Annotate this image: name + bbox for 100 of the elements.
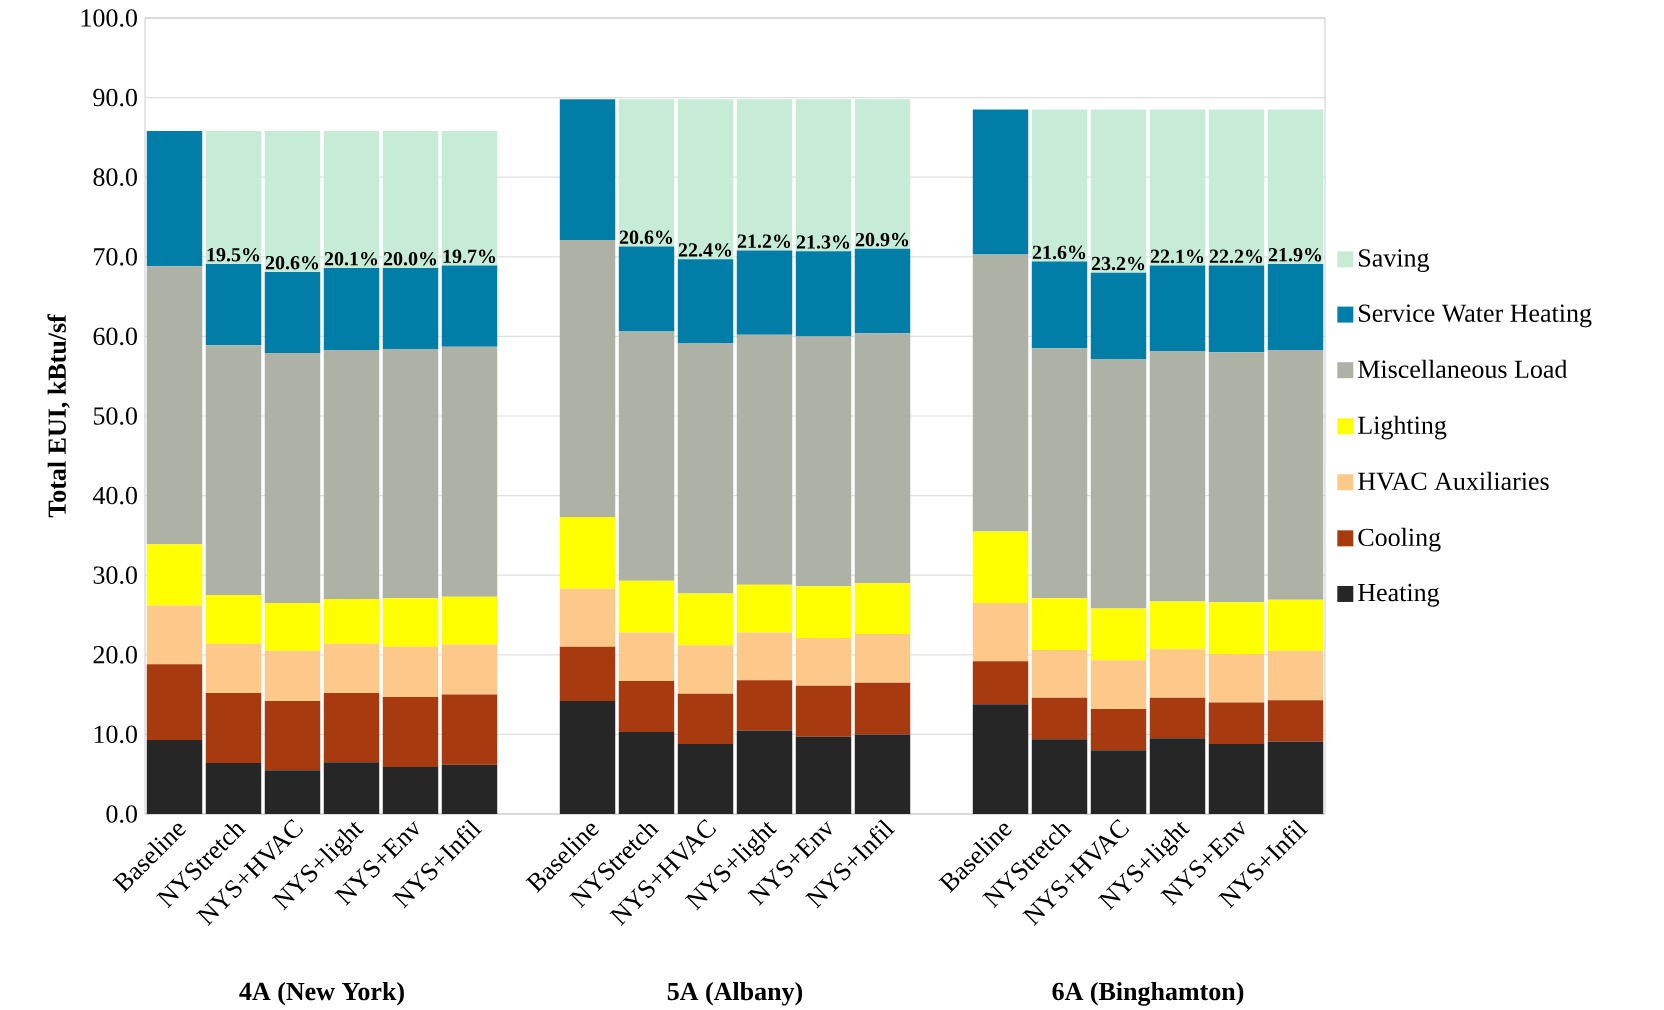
bar: [559, 240, 616, 518]
bar: [146, 544, 203, 606]
annotation: 19.5%: [207, 247, 260, 262]
bar: [677, 693, 734, 744]
bar: [1267, 650, 1324, 701]
bar: [795, 685, 852, 737]
bar: [1208, 743, 1265, 814]
bar: [1149, 265, 1206, 352]
bar: [677, 259, 734, 344]
y-tick-label: 30.0: [93, 566, 137, 585]
bar: [677, 99, 734, 260]
bar: [1208, 352, 1265, 603]
y-tick-label: 0.0: [106, 805, 137, 823]
bar: [1208, 109, 1265, 266]
y-tick-label: 40.0: [92, 486, 137, 505]
bar: [854, 634, 911, 683]
bar: [618, 331, 675, 581]
bar: [1208, 653, 1265, 703]
bar: [146, 739, 203, 814]
annotation: 20.9%: [855, 232, 909, 247]
bar: [1149, 738, 1206, 814]
y-tick-label: 100.0: [81, 9, 137, 27]
legend-label: Miscellaneous Load: [1358, 359, 1568, 378]
annotation: 21.3%: [796, 235, 850, 249]
bar: [441, 131, 498, 266]
annotation: 23.2%: [1091, 256, 1145, 271]
bar: [972, 531, 1029, 604]
bar: [677, 743, 734, 814]
text: 6A (Binghamton): [1052, 981, 1244, 1006]
bar: [1031, 348, 1088, 599]
bar: [795, 586, 852, 639]
bar: [736, 632, 793, 681]
bar: [205, 263, 262, 346]
legend-label: Saving: [1359, 249, 1430, 273]
bar: [677, 645, 734, 694]
y-tick-label: 50.0: [93, 407, 137, 425]
bar: [323, 762, 380, 814]
text: 5A (Albany): [667, 981, 803, 1006]
bar: [1267, 349, 1324, 600]
annotation: 21.9%: [1268, 247, 1322, 262]
bar: [1149, 697, 1206, 739]
bar: [205, 131, 262, 264]
annotation: 20.6%: [265, 255, 319, 270]
bar: [323, 267, 380, 350]
bar: [854, 734, 911, 814]
bar: [854, 248, 911, 334]
bar: [1090, 109, 1147, 273]
bar: [205, 345, 262, 596]
bar: [205, 595, 262, 644]
bar: [1090, 708, 1147, 751]
bar: [854, 333, 911, 584]
annotation: 19.7%: [443, 249, 496, 264]
bar: [795, 336, 852, 587]
bar: [382, 131, 439, 268]
bar: [264, 131, 321, 272]
bar: [146, 605, 203, 665]
legend-label: Lighting: [1358, 415, 1447, 440]
bar: [1031, 650, 1088, 698]
bar: [618, 580, 675, 633]
bar: [264, 700, 321, 771]
bar: [441, 644, 498, 695]
bar: [323, 131, 380, 268]
bar: [1090, 660, 1147, 709]
y-axis-title: Total EUI, kBtu/sf: [47, 314, 70, 518]
bar: [441, 764, 498, 814]
bar: [1149, 351, 1206, 602]
bar: [441, 596, 498, 645]
bar: [323, 599, 380, 644]
bar: [1267, 109, 1324, 264]
bar: [559, 517, 616, 589]
bar: [264, 603, 321, 651]
bar: [1031, 261, 1088, 349]
bar: [382, 349, 439, 599]
bar: [972, 603, 1029, 662]
annotation: 22.1%: [1150, 249, 1204, 264]
bar: [1267, 599, 1324, 651]
bar: [323, 643, 380, 693]
bar: [146, 266, 203, 545]
bar: [972, 254, 1029, 532]
bar: [205, 763, 262, 814]
bar: [441, 265, 498, 347]
bar: [1031, 697, 1088, 740]
y-tick-label: 80.0: [93, 168, 137, 187]
bar: [205, 643, 262, 693]
bar: [441, 694, 498, 765]
text: 4A (New York): [239, 981, 404, 1006]
bar: [854, 99, 911, 249]
annotation: 20.1%: [324, 251, 378, 266]
bar: [972, 704, 1029, 814]
bar: [264, 650, 321, 701]
bar: [1031, 109, 1088, 262]
legend-label: Heating: [1358, 583, 1440, 607]
bar: [1267, 263, 1324, 350]
bar: [559, 646, 616, 701]
bar: [972, 661, 1029, 705]
bar: [441, 346, 498, 597]
legend-label: Service Water Heating: [1359, 304, 1592, 328]
bar: [1031, 739, 1088, 814]
annotation: 20.6%: [619, 230, 673, 245]
bar: [559, 588, 616, 647]
